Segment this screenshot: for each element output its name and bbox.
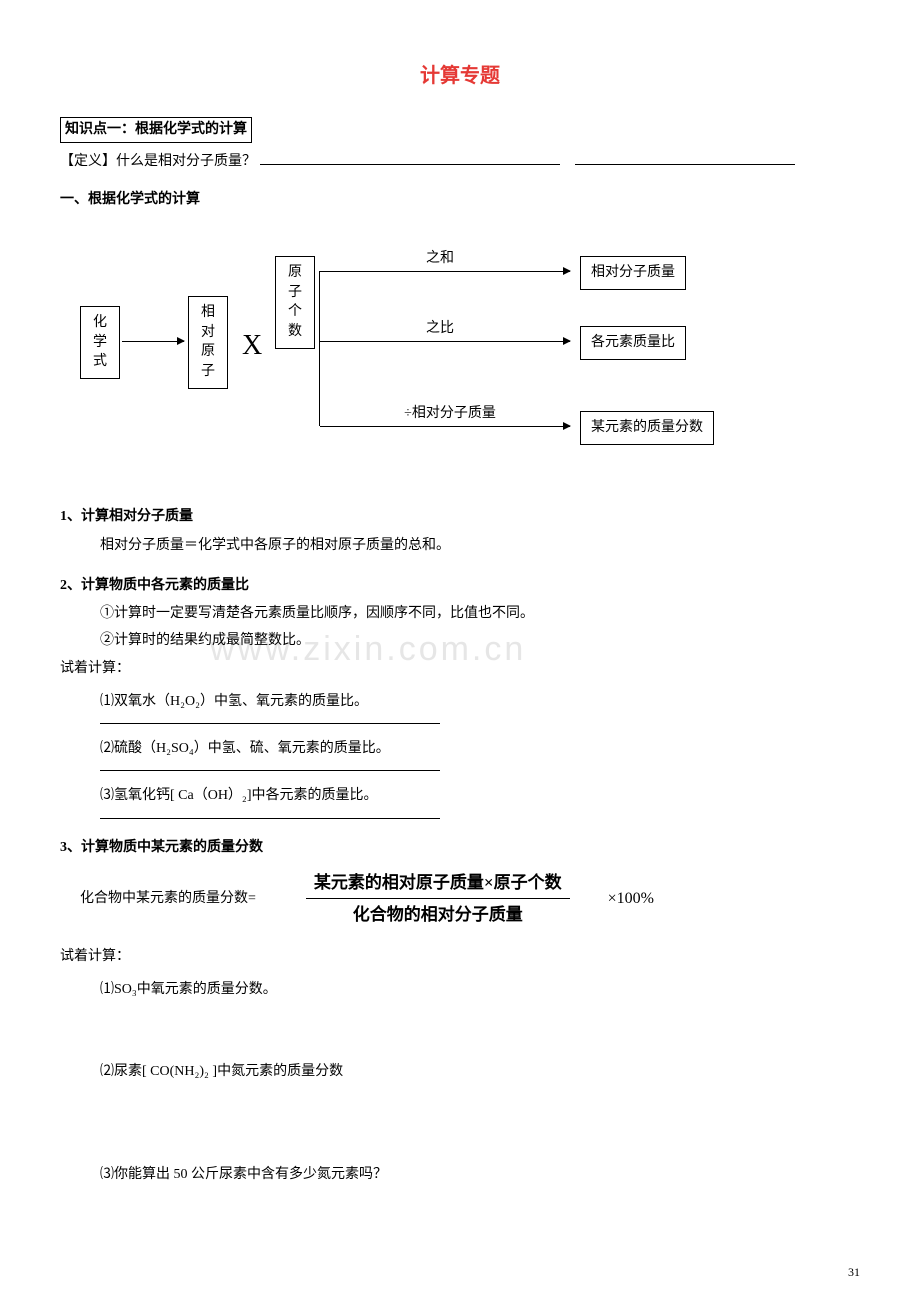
s2-head: 2、计算物质中各元素的质量比	[60, 575, 860, 597]
s2-q1: ⑴双氧水（H₂O₂）中氢、氧元素的质量比。	[100, 691, 860, 713]
concept-diagram: 化学式 相对原子 X 原子个数 之和 相对分子质量 之比 各元素质量比 ÷相对分…	[80, 236, 860, 476]
def-blank-2	[575, 151, 795, 165]
definition-line: 【定义】什么是相对分子质量？	[60, 151, 860, 173]
def-label: 【定义】什么是相对分子质量？	[60, 154, 256, 169]
s3-head: 3、计算物质中某元素的质量分数	[60, 837, 860, 859]
box-rel-mol-mass: 相对分子质量	[580, 256, 686, 290]
s2-q3-blank	[100, 818, 440, 819]
box-element-ratio: 各元素质量比	[580, 326, 686, 360]
formula-row: 化合物中某元素的质量分数= 某元素的相对原子质量×原子个数 化合物的相对分子质量…	[80, 869, 860, 928]
s2-l1: ①计算时一定要写清楚各元素质量比顺序，因顺序不同，比值也不同。	[100, 603, 860, 625]
fraction-numerator: 某元素的相对原子质量×原子个数	[306, 869, 570, 899]
label-div: ÷相对分子质量	[370, 403, 530, 425]
formula-fraction: 某元素的相对原子质量×原子个数 化合物的相对分子质量	[306, 869, 570, 928]
page-number: 31	[848, 1263, 860, 1282]
s2-l2: ②计算时的结果约成最简整数比。	[100, 630, 860, 652]
s1-head: 1、计算相对分子质量	[60, 506, 860, 528]
box-atom-count: 原子个数	[275, 256, 315, 348]
section-1-head: 一、根据化学式的计算	[60, 189, 860, 211]
s2-q1-blank	[100, 723, 440, 724]
vert-connector	[319, 271, 320, 426]
fraction-denominator: 化合物的相对分子质量	[306, 899, 570, 928]
s2-q2-blank	[100, 770, 440, 771]
formula-pct: ×100%	[608, 886, 654, 912]
box-rel-atom: 相对原子	[188, 296, 228, 388]
multiply-x: X	[242, 324, 262, 369]
label-sum: 之和	[390, 248, 490, 270]
arrow-ratio	[320, 341, 570, 342]
box-chem-formula: 化学式	[80, 306, 120, 379]
kp1-row: 知识点一：根据化学式的计算	[60, 117, 860, 143]
s2-q2: ⑵硫酸（H₂SO₄）中氢、硫、氧元素的质量比。	[100, 738, 860, 760]
formula-lhs: 化合物中某元素的质量分数=	[80, 888, 256, 910]
s2-try: 试着计算：	[60, 658, 860, 680]
label-ratio: 之比	[390, 318, 490, 340]
s1-line: 相对分子质量＝化学式中各原子的相对原子质量的总和。	[100, 535, 860, 557]
arrow-sum	[320, 271, 570, 272]
page-title: 计算专题	[60, 60, 860, 92]
s3-q1: ⑴SO₃中氧元素的质量分数。	[100, 979, 860, 1001]
arrow-1	[122, 341, 184, 342]
box-element-fraction: 某元素的质量分数	[580, 411, 714, 445]
s2-q3: ⑶氢氧化钙[ Ca（OH）₂]中各元素的质量比。	[100, 785, 860, 807]
s3-q3: ⑶你能算出 50 公斤尿素中含有多少氮元素吗？	[100, 1164, 860, 1186]
arrow-div	[320, 426, 570, 427]
s3-try: 试着计算：	[60, 946, 860, 968]
def-blank-1	[260, 151, 560, 165]
s3-q2: ⑵尿素[ CO(NH₂)₂ ]中氮元素的质量分数	[100, 1061, 860, 1083]
kp1-boxed: 知识点一：根据化学式的计算	[60, 117, 252, 143]
